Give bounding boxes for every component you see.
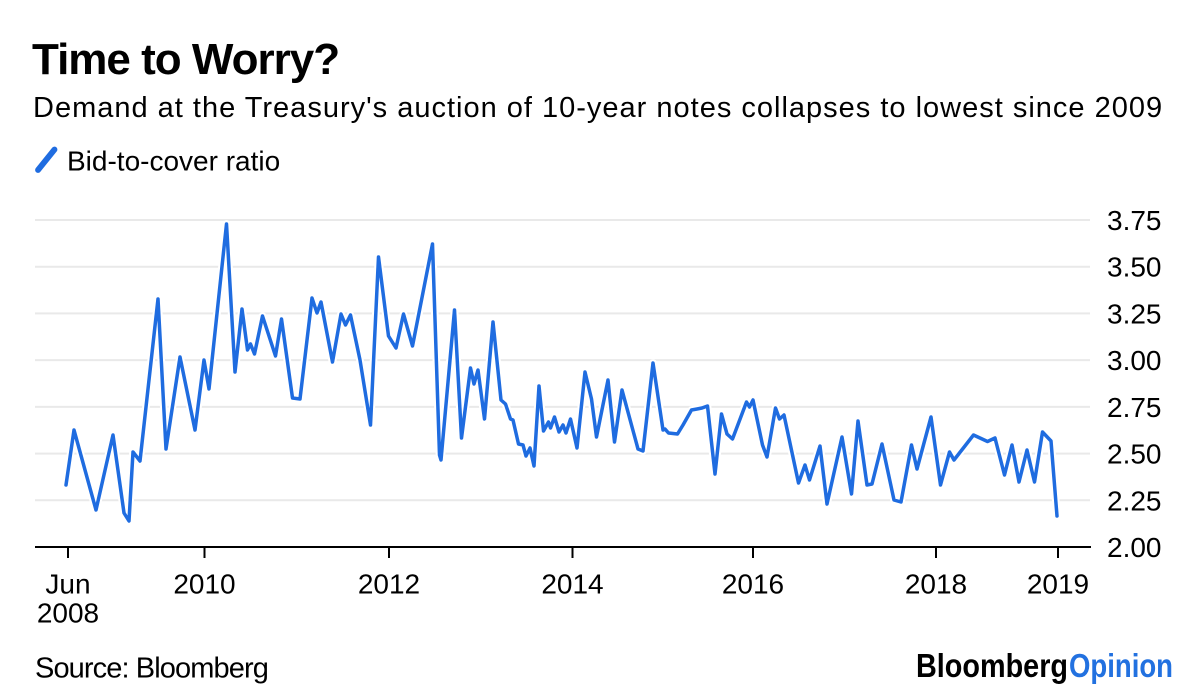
- svg-text:2010: 2010: [173, 569, 235, 600]
- svg-text:Source: Bloomberg: Source: Bloomberg: [35, 653, 268, 685]
- svg-text:3.75: 3.75: [1107, 205, 1162, 236]
- svg-text:2.00: 2.00: [1107, 532, 1162, 563]
- svg-text:Bloomberg: Bloomberg: [916, 647, 1068, 684]
- svg-text:2019: 2019: [1027, 569, 1089, 600]
- svg-text:2.25: 2.25: [1107, 485, 1162, 516]
- svg-text:2.75: 2.75: [1107, 392, 1162, 423]
- svg-text:2016: 2016: [722, 569, 784, 600]
- svg-text:2.50: 2.50: [1107, 439, 1162, 470]
- svg-text:Demand at the Treasury's aucti: Demand at the Treasury's auction of 10-y…: [33, 92, 1163, 124]
- svg-text:2014: 2014: [541, 569, 603, 600]
- svg-text:Time to Worry?: Time to Worry?: [32, 35, 339, 84]
- svg-text:2018: 2018: [905, 569, 967, 600]
- svg-text:3.25: 3.25: [1107, 298, 1162, 329]
- svg-text:Bid-to-cover ratio: Bid-to-cover ratio: [67, 146, 280, 177]
- svg-text:2012: 2012: [358, 569, 420, 600]
- svg-text:3.50: 3.50: [1107, 252, 1162, 283]
- svg-text:Opinion: Opinion: [1069, 647, 1173, 684]
- svg-text:3.00: 3.00: [1107, 345, 1162, 376]
- svg-text:Jun: Jun: [45, 569, 90, 600]
- svg-text:2008: 2008: [37, 598, 99, 629]
